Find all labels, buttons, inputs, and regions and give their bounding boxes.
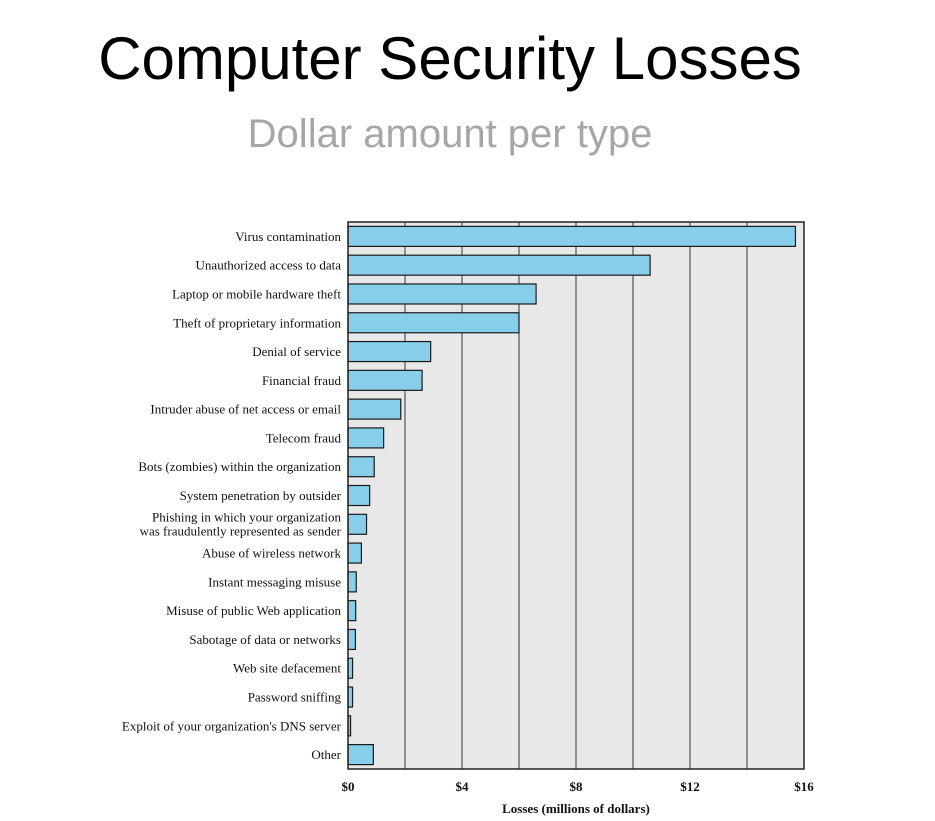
category-label: Exploit of your organization's DNS serve…: [122, 718, 342, 733]
x-tick-label: $0: [342, 779, 355, 794]
bar: [347, 398, 402, 420]
category-label: Denial of service: [252, 344, 341, 359]
bar: [347, 254, 651, 276]
category-label: Theft of proprietary information: [173, 315, 341, 330]
page-title: Computer Security Losses: [98, 25, 802, 92]
category-labels: Virus contamination Unauthorized access t…: [122, 229, 342, 762]
bar: [347, 369, 423, 391]
bar: [347, 340, 432, 363]
bar: [347, 283, 537, 305]
category-label: Unauthorized access to data: [196, 258, 342, 273]
category-label: Laptop or mobile hardware theft: [172, 286, 341, 301]
category-label: Web site defacement: [233, 661, 341, 676]
x-tick-label: $4: [456, 779, 470, 794]
bar: [347, 484, 371, 507]
bar: [347, 542, 362, 564]
bar: [347, 571, 357, 593]
bar: [347, 628, 357, 651]
bar: [347, 744, 374, 766]
bar: [347, 427, 385, 449]
category-label: Other: [311, 747, 341, 762]
category-label: Password sniffing: [248, 690, 342, 705]
category-label: Phishing in which your organization was f…: [140, 509, 342, 538]
x-tick-label: $12: [680, 779, 700, 794]
x-tick-label: $8: [570, 779, 584, 794]
x-axis-label: Losses (millions of dollars): [502, 801, 650, 816]
bar: [347, 225, 797, 247]
category-label: Instant messaging misuse: [208, 574, 341, 589]
x-tick-label: $16: [794, 779, 814, 794]
bar: [347, 456, 375, 478]
category-label: Misuse of public Web application: [166, 603, 341, 618]
category-label: Sabotage of data or networks: [189, 632, 341, 647]
category-label: Abuse of wireless network: [202, 546, 341, 561]
bar: [347, 600, 357, 622]
category-label: Intruder abuse of net access or email: [150, 402, 341, 417]
bar: [347, 312, 520, 334]
bar: [347, 513, 368, 535]
category-label: Telecom fraud: [266, 430, 342, 445]
category-label: Virus contamination: [235, 229, 341, 244]
bars: [347, 225, 797, 766]
category-label: Financial fraud: [262, 373, 342, 388]
x-tick-labels: $0 $4 $8 $12 $16: [342, 779, 815, 794]
page-subtitle: Dollar amount per type: [247, 112, 653, 156]
plot-frame: [347, 221, 805, 770]
category-label: System penetration by outsider: [180, 488, 342, 503]
category-label: Bots (zombies) within the organization: [138, 459, 341, 474]
